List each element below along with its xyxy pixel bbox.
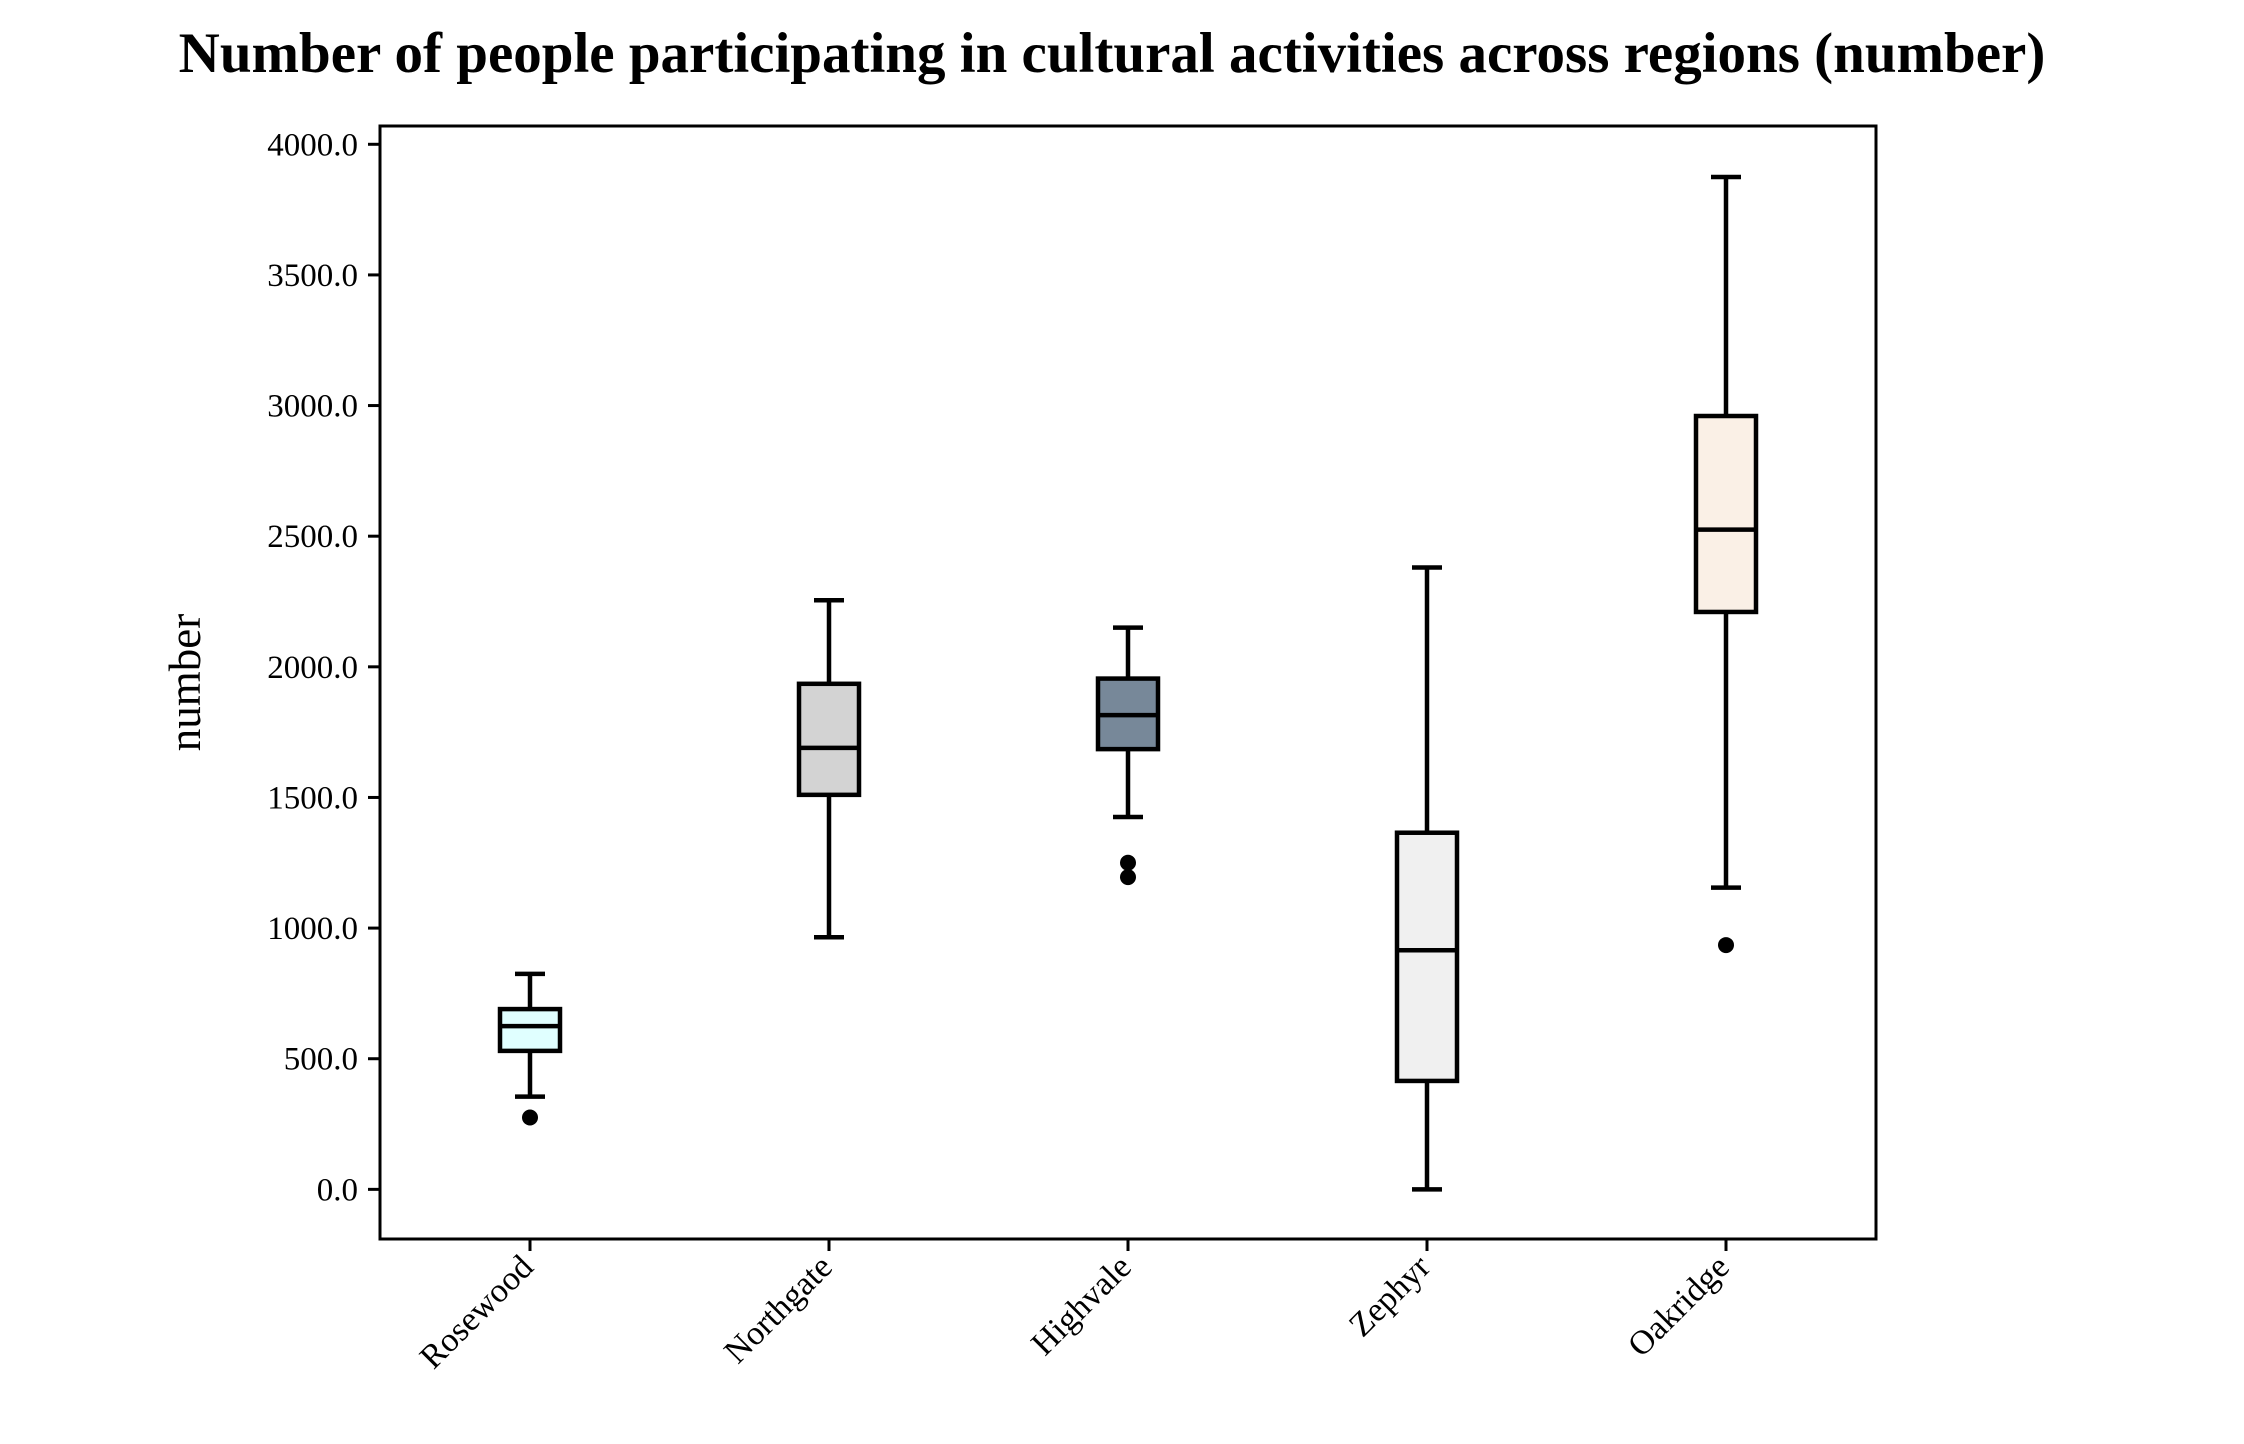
x-tick-label: Rosewood xyxy=(413,1248,541,1376)
iqr-box xyxy=(1394,830,1460,1084)
y-tick-label: 0.0 xyxy=(317,1172,358,1208)
x-tick-label: Zephyr xyxy=(1342,1248,1438,1344)
box-highvale xyxy=(1095,625,1161,886)
y-tick-label: 500.0 xyxy=(284,1042,358,1078)
y-axis-label: number xyxy=(160,614,210,751)
iqr-box xyxy=(796,681,862,798)
y-axis: 0.0 500.0 1000.0 1500.0 2000.0 2500.0 3000.0 35… xyxy=(267,127,380,1208)
plot-frame xyxy=(378,124,1878,1241)
iqr-box xyxy=(1693,413,1759,615)
box-zephyr xyxy=(1394,565,1460,1192)
outlier-point xyxy=(1120,869,1136,886)
box-northgate xyxy=(796,597,862,940)
y-tick-label: 2500.0 xyxy=(267,519,358,555)
y-tick-label: 3500.0 xyxy=(267,258,358,294)
y-tick-label: 4000.0 xyxy=(267,127,358,163)
box-rosewood xyxy=(497,971,563,1126)
boxes-layer xyxy=(497,174,1759,1192)
box-oakridge xyxy=(1693,174,1759,954)
x-axis: Rosewood Northgate Highvale Zephyr Oakridge xyxy=(413,1239,1737,1376)
y-tick-label: 2000.0 xyxy=(267,650,358,686)
y-tick-label: 1500.0 xyxy=(267,780,358,816)
x-tick-label: Highvale xyxy=(1024,1248,1138,1362)
iqr-box xyxy=(497,1006,563,1054)
outlier-point xyxy=(1718,937,1734,954)
x-tick-label: Northgate xyxy=(717,1248,839,1370)
outlier-point xyxy=(522,1109,538,1126)
chart-title: Number of people participating in cultur… xyxy=(179,22,2046,85)
x-tick-label: Oakridge xyxy=(1621,1248,1737,1364)
outlier-point xyxy=(1120,854,1136,871)
y-tick-label: 1000.0 xyxy=(267,911,358,947)
y-tick-label: 3000.0 xyxy=(267,389,358,425)
